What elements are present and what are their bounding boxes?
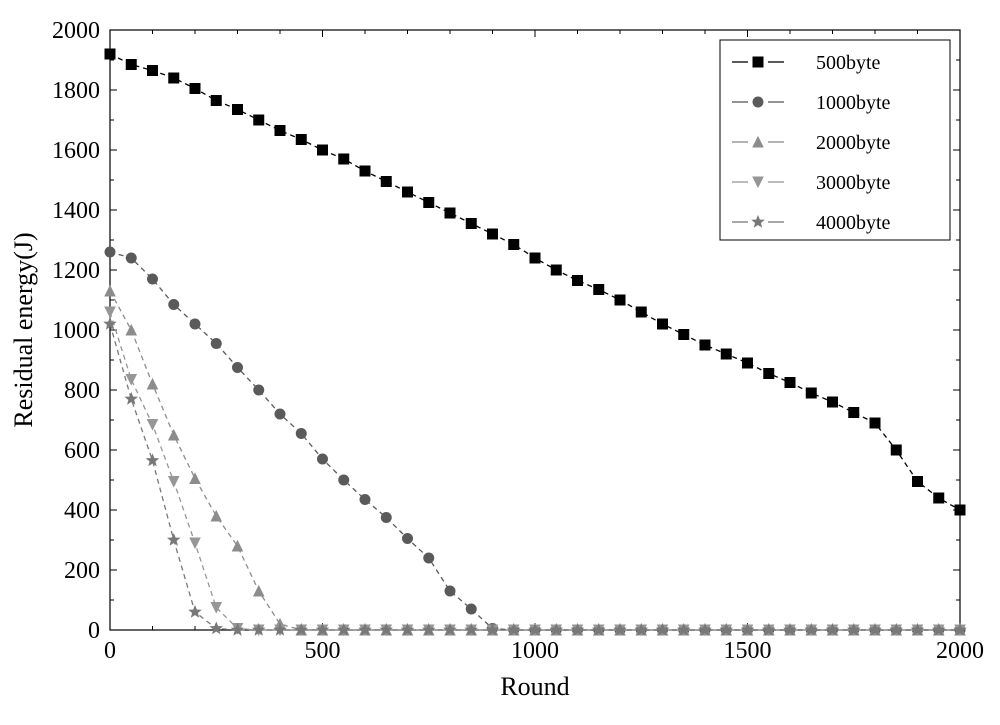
y-tick-label: 1000 — [52, 318, 100, 344]
line-chart: 0 500 1000 1500 2000 Round 0 200 400 600 800 1000 12… — [0, 0, 1000, 725]
y-tick-label: 400 — [64, 498, 100, 524]
legend-label-0: 500byte — [816, 52, 881, 74]
chart-container: 0 500 1000 1500 2000 Round 0 200 400 600 800 1000 12… — [0, 0, 1000, 725]
y-tick-label: 1400 — [52, 198, 100, 224]
legend-label-3: 3000byte — [816, 172, 891, 194]
x-tick-label: 2000 — [936, 638, 984, 664]
legend: 500byte 1000byte 2000byte 3000byte 4000byte — [720, 40, 950, 240]
legend-label-1: 1000byte — [816, 92, 891, 114]
y-tick-label: 200 — [64, 558, 100, 584]
legend-label-4: 4000byte — [816, 212, 891, 234]
y-tick-label: 2000 — [52, 18, 100, 44]
x-axis-label: Round — [500, 672, 569, 701]
x-tick-label: 1500 — [724, 638, 772, 664]
y-axis-label: Residual energy(J) — [9, 232, 38, 427]
legend-label-2: 2000byte — [816, 132, 891, 154]
x-tick-label: 0 — [104, 638, 116, 664]
y-tick-label: 1600 — [52, 138, 100, 164]
x-tick-label: 500 — [305, 638, 341, 664]
x-tick-label: 1000 — [511, 638, 559, 664]
y-tick-label: 1200 — [52, 258, 100, 284]
y-tick-label: 600 — [64, 438, 100, 464]
y-tick-label: 800 — [64, 378, 100, 404]
y-tick-label: 1800 — [52, 78, 100, 104]
y-tick-label: 0 — [88, 618, 100, 644]
